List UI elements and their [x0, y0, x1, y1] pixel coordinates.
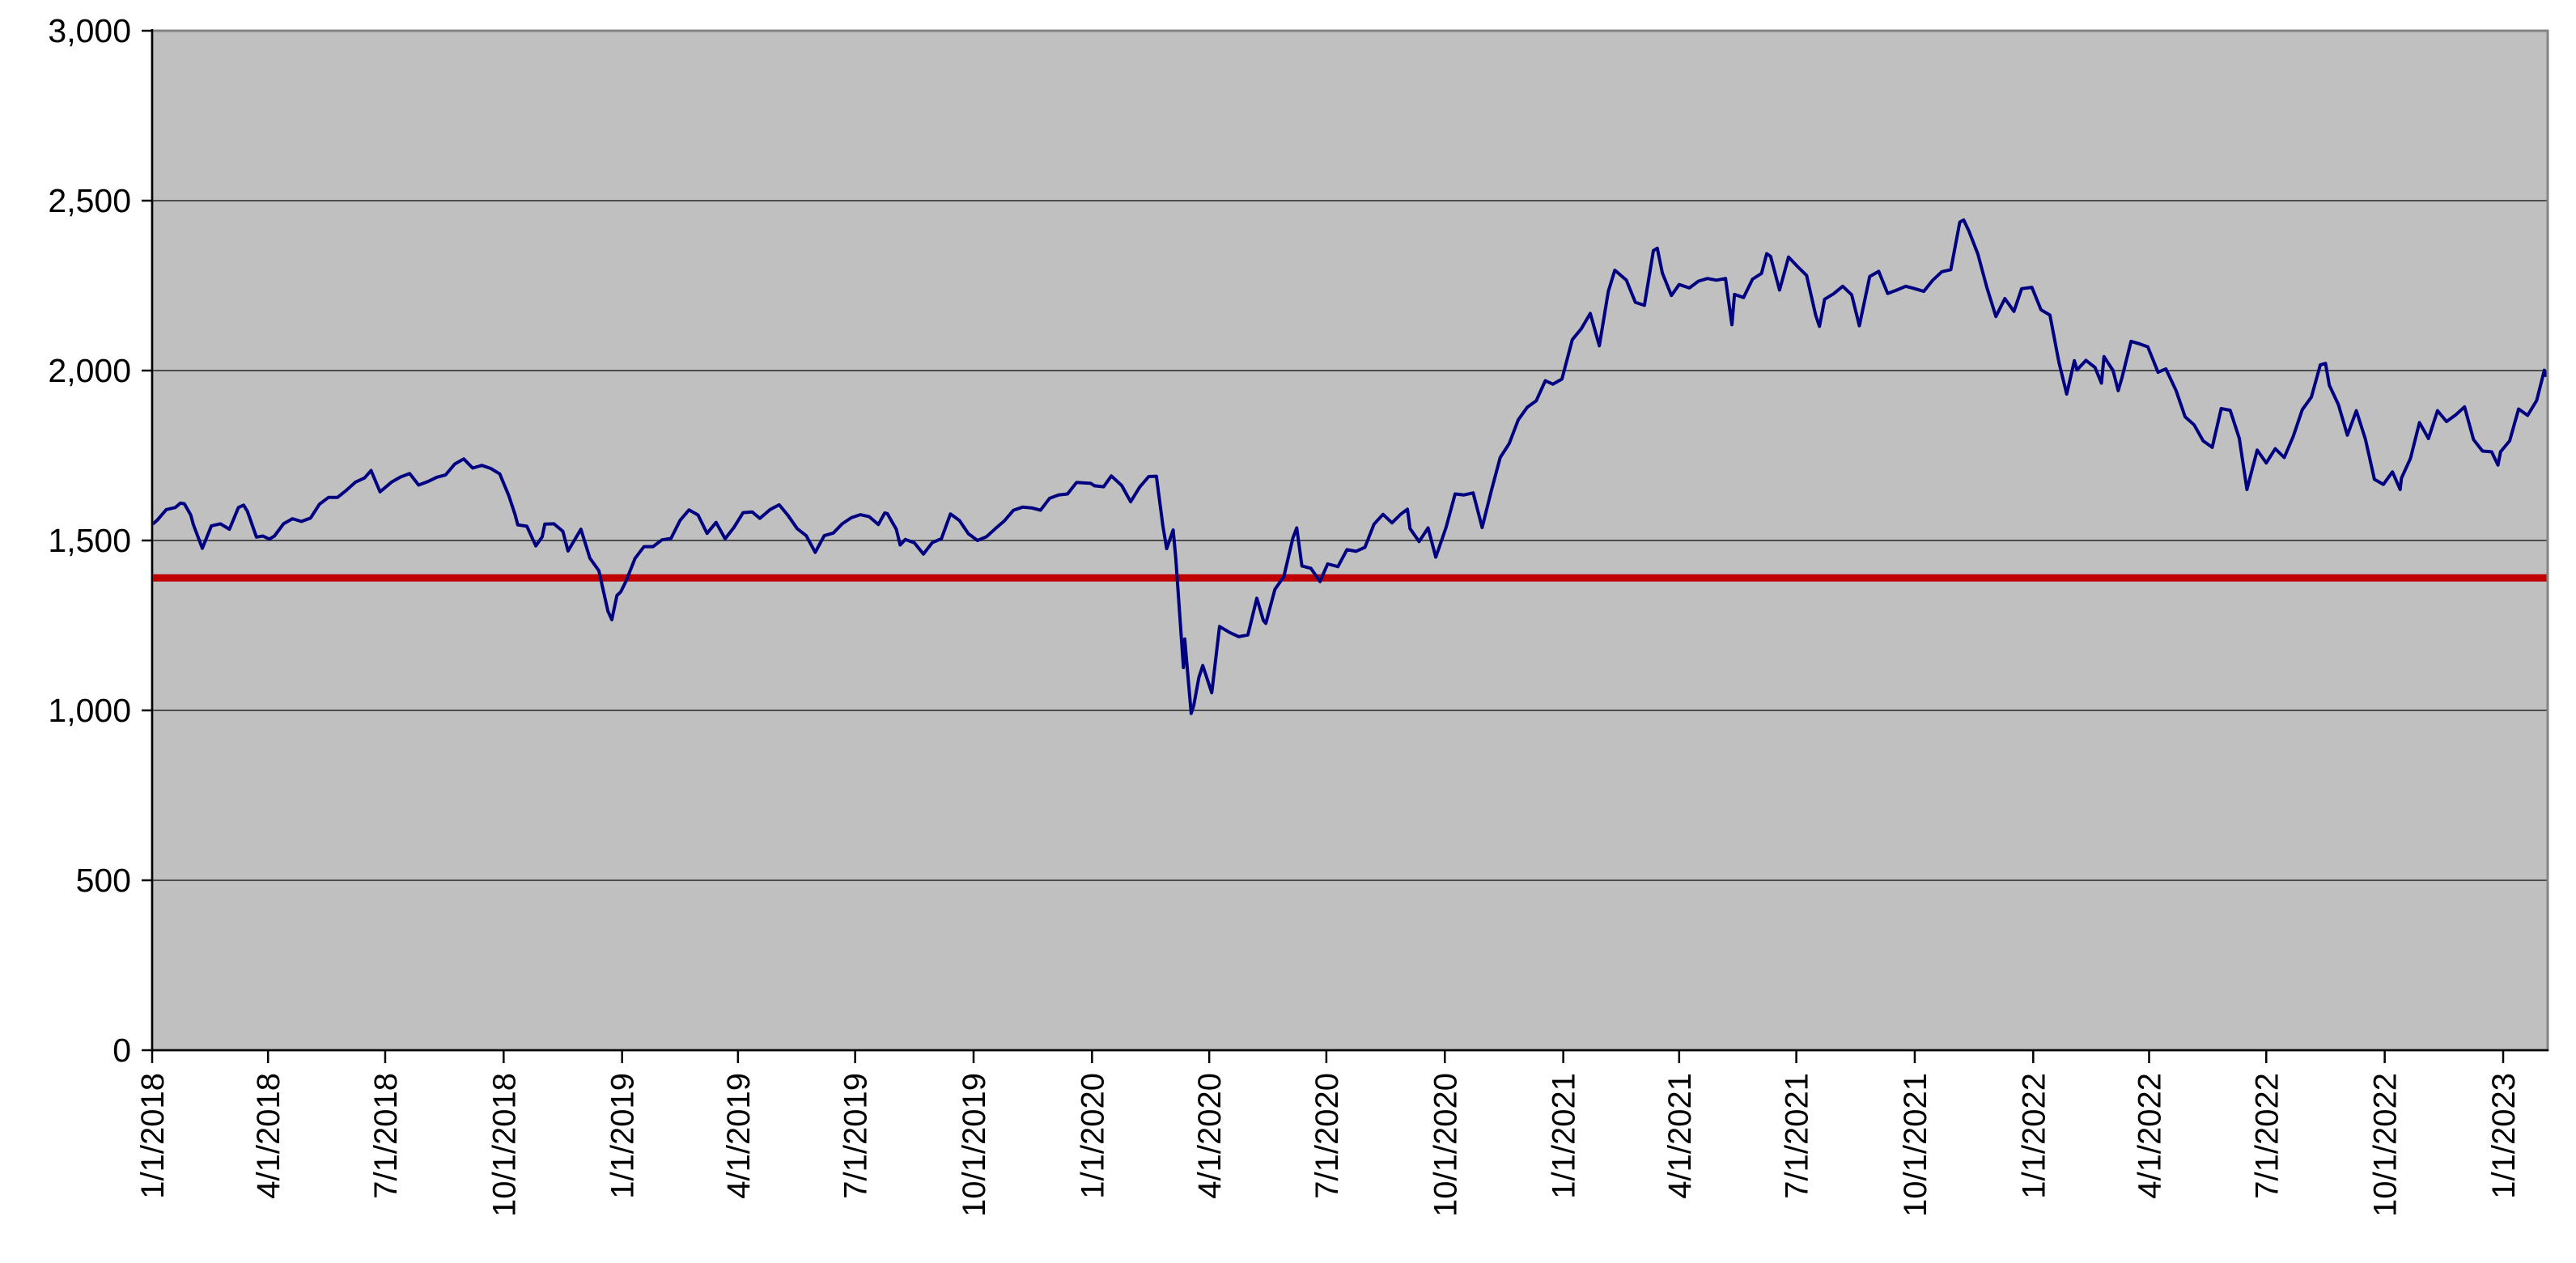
series-line	[151, 218, 2548, 715]
x-tick-label: 4/1/2020	[1192, 1073, 1228, 1199]
x-tick-label: 7/1/2018	[368, 1073, 404, 1199]
x-tick-label: 7/1/2022	[2249, 1073, 2285, 1199]
x-tick-label: 4/1/2021	[1662, 1073, 1698, 1199]
x-tick-label: 1/1/2023	[2486, 1073, 2522, 1199]
y-tick-label: 3,000	[48, 12, 131, 49]
x-tick-label: 10/1/2022	[2368, 1073, 2404, 1217]
x-tick-label: 1/1/2018	[135, 1073, 171, 1199]
x-tick-label: 7/1/2021	[1780, 1073, 1815, 1199]
x-tick-label: 10/1/2018	[486, 1073, 522, 1217]
y-tick-label: 0	[112, 1032, 131, 1069]
x-tick-label: 10/1/2021	[1898, 1073, 1933, 1217]
x-tick-label: 1/1/2022	[2016, 1073, 2052, 1199]
x-tick-label: 7/1/2019	[838, 1073, 874, 1199]
y-tick-label: 1,000	[48, 692, 131, 729]
x-tick-label: 10/1/2020	[1428, 1073, 1463, 1217]
y-tick-label: 500	[76, 862, 131, 899]
x-tick-label: 1/1/2021	[1547, 1073, 1582, 1199]
y-tick-label: 2,500	[48, 182, 131, 219]
y-tick-label: 1,500	[48, 522, 131, 559]
x-tick-label: 4/1/2019	[721, 1073, 757, 1199]
x-tick-label: 1/1/2019	[605, 1073, 641, 1199]
x-tick-label: 4/1/2022	[2133, 1073, 2168, 1199]
x-tick-label: 7/1/2020	[1309, 1073, 1345, 1199]
x-tick-label: 10/1/2019	[957, 1073, 992, 1217]
y-tick-label: 2,000	[48, 352, 131, 389]
x-tick-label: 1/1/2020	[1075, 1073, 1110, 1199]
x-tick-label: 4/1/2018	[251, 1073, 286, 1199]
